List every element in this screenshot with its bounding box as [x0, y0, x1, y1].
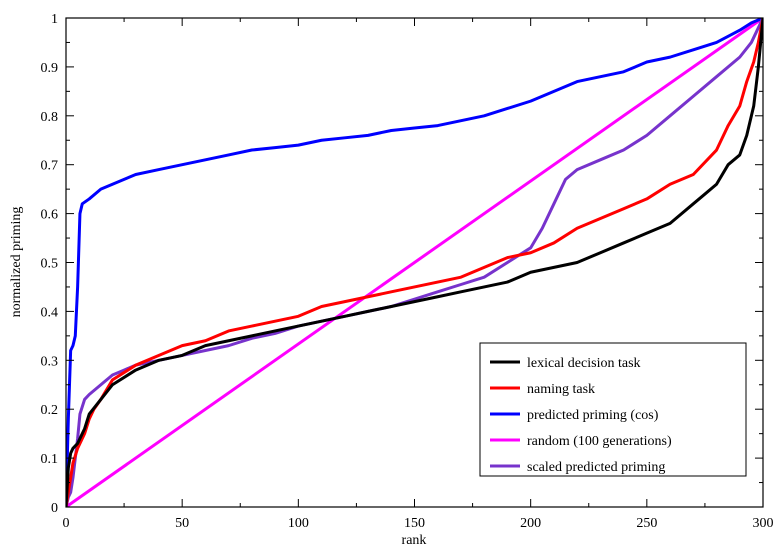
legend-label: naming task — [527, 382, 595, 397]
y-axis-label: normalized priming — [9, 207, 24, 318]
x-axis-ticks: 0 50 100 150 200 250 300 — [63, 18, 774, 531]
y-tick-label: 0.7 — [41, 159, 59, 174]
x-tick-label: 200 — [520, 516, 541, 531]
x-tick-label: 300 — [753, 516, 774, 531]
series-line-3 — [66, 18, 763, 507]
x-tick-label: 50 — [175, 516, 189, 531]
series-line-0 — [66, 18, 763, 507]
x-tick-label: 250 — [636, 516, 657, 531]
series-line-2 — [66, 18, 763, 507]
legend-label: random (100 generations) — [527, 434, 672, 449]
x-tick-label: 0 — [63, 516, 70, 531]
y-tick-label: 0.9 — [41, 61, 59, 76]
y-tick-label: 0 — [51, 501, 58, 516]
y-tick-label: 0.1 — [41, 452, 59, 467]
y-tick-label: 0.4 — [41, 305, 59, 320]
legend-label: lexical decision task — [527, 356, 641, 371]
x-axis-label: rank — [402, 533, 427, 548]
y-axis-ticks: 0 0.1 0.2 0.3 0.4 0.5 0.6 0.7 0.8 0.9 1 — [41, 12, 763, 516]
legend-label: predicted priming (cos) — [527, 408, 659, 423]
x-tick-label: 100 — [288, 516, 309, 531]
y-tick-label: 0.2 — [41, 403, 59, 418]
y-tick-label: 0.6 — [41, 208, 59, 223]
legend-box — [479, 342, 747, 477]
y-tick-label: 0.5 — [41, 257, 59, 272]
y-tick-label: 0.3 — [41, 354, 59, 369]
legend: lexical decision task naming task predicte… — [479, 342, 747, 477]
legend-label: scaled predicted priming — [527, 460, 665, 475]
series-layer — [66, 18, 763, 507]
x-tick-label: 150 — [404, 516, 425, 531]
y-tick-label: 1 — [51, 12, 58, 27]
y-tick-label: 0.8 — [41, 110, 59, 125]
